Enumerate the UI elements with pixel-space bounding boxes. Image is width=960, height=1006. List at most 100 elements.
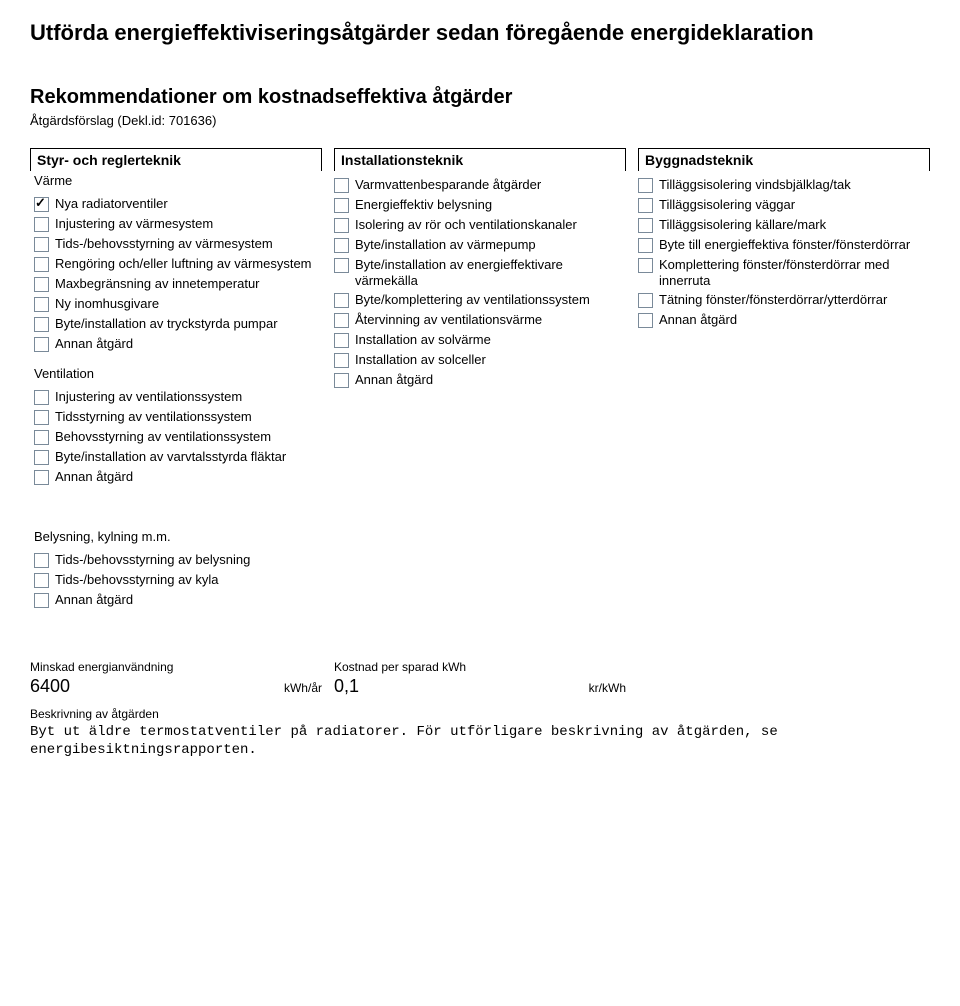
varme-item: Byte/installation av tryckstyrda pumpar — [34, 314, 322, 334]
checkbox[interactable] — [334, 198, 349, 213]
checkbox[interactable] — [34, 553, 49, 568]
col-installation: Installationsteknik Varmvattenbesparande… — [334, 148, 626, 390]
checkbox[interactable] — [34, 217, 49, 232]
empty-box — [638, 660, 930, 697]
checkbox[interactable] — [34, 450, 49, 465]
checkbox[interactable] — [34, 277, 49, 292]
checkbox[interactable] — [638, 293, 653, 308]
checkbox[interactable] — [334, 258, 349, 273]
vent-item-label: Injustering av ventilationssystem — [55, 389, 242, 405]
vent-item: Byte/installation av varvtalsstyrda fläk… — [34, 447, 322, 467]
checkbox[interactable] — [34, 410, 49, 425]
group-varme: Värme Nya radiatorventilerInjustering av… — [34, 171, 322, 354]
col-styr: Styr- och reglerteknik Värme Nya radiato… — [30, 148, 322, 620]
install-item: Byte/installation av värmepump — [334, 235, 626, 255]
page-title: Utförda energieffektiviseringsåtgärder s… — [30, 20, 930, 46]
bygg-item-label: Komplettering fönster/fönsterdörrar med … — [659, 257, 930, 288]
bygg-item-label: Tilläggsisolering väggar — [659, 197, 795, 213]
checkbox[interactable] — [34, 573, 49, 588]
install-item: Isolering av rör och ventilationskanaler — [334, 215, 626, 235]
checkbox[interactable] — [638, 313, 653, 328]
minskad-value: 6400 — [30, 676, 70, 697]
checkbox[interactable] — [34, 470, 49, 485]
bottom-row: Minskad energianvändning 6400 kWh/år Kos… — [30, 660, 930, 697]
varme-item-label: Ny inomhusgivare — [55, 296, 159, 312]
checkbox[interactable] — [34, 297, 49, 312]
vent-label: Ventilation — [34, 364, 322, 383]
bely-item: Annan åtgärd — [34, 590, 322, 610]
kostnad-box: Kostnad per sparad kWh 0,1 kr/kWh — [334, 660, 626, 697]
checkbox[interactable] — [334, 373, 349, 388]
group-ventilation: Ventilation Injustering av ventilationss… — [34, 364, 322, 487]
beskriv-label: Beskrivning av åtgärden — [30, 707, 930, 721]
checkbox[interactable] — [638, 198, 653, 213]
checkbox[interactable] — [334, 313, 349, 328]
install-item-label: Byte/installation av värmepump — [355, 237, 536, 253]
declaration-id: Åtgärdsförslag (Dekl.id: 701636) — [30, 113, 930, 128]
checkbox[interactable] — [34, 237, 49, 252]
page: Utförda energieffektiviseringsåtgärder s… — [0, 0, 960, 779]
group-belysning: Belysning, kylning m.m. Tids-/behovsstyr… — [34, 527, 322, 610]
checkbox[interactable] — [334, 333, 349, 348]
kostnad-unit: kr/kWh — [589, 681, 626, 695]
checkbox[interactable] — [638, 238, 653, 253]
install-item-label: Installation av solceller — [355, 352, 486, 368]
install-item: Byte/komplettering av ventilationssystem — [334, 290, 626, 310]
varme-item: Annan åtgärd — [34, 334, 322, 354]
vent-item-label: Tidsstyrning av ventilationssystem — [55, 409, 252, 425]
install-item: Annan åtgärd — [334, 370, 626, 390]
install-item-label: Energieffektiv belysning — [355, 197, 492, 213]
checkbox[interactable] — [638, 258, 653, 273]
install-item: Installation av solvärme — [334, 330, 626, 350]
varme-item-label: Tids-/behovsstyrning av värmesystem — [55, 236, 273, 252]
checkbox[interactable] — [34, 257, 49, 272]
minskad-label: Minskad energianvändning — [30, 660, 322, 674]
bely-item-label: Tids-/behovsstyrning av belysning — [55, 552, 250, 568]
bygg-item-label: Tätning fönster/fönsterdörrar/ytterdörra… — [659, 292, 887, 308]
checkbox[interactable] — [34, 317, 49, 332]
varme-label: Värme — [34, 171, 322, 190]
vent-item-label: Behovsstyrning av ventilationssystem — [55, 429, 271, 445]
bygg-item: Komplettering fönster/fönsterdörrar med … — [638, 255, 930, 290]
checkbox[interactable] — [334, 178, 349, 193]
col-byggnad: Byggnadsteknik Tilläggsisolering vindsbj… — [638, 148, 930, 330]
bygg-item: Annan åtgärd — [638, 310, 930, 330]
checkbox[interactable] — [34, 390, 49, 405]
col1-heading: Styr- och reglerteknik — [30, 148, 322, 171]
bygg-item: Tilläggsisolering källare/mark — [638, 215, 930, 235]
checkbox[interactable] — [34, 593, 49, 608]
bygg-item-label: Tilläggsisolering källare/mark — [659, 217, 826, 233]
kostnad-value: 0,1 — [334, 676, 359, 697]
bely-item: Tids-/behovsstyrning av belysning — [34, 550, 322, 570]
checkbox[interactable] — [638, 218, 653, 233]
minskad-box: Minskad energianvändning 6400 kWh/år — [30, 660, 322, 697]
install-item-label: Återvinning av ventilationsvärme — [355, 312, 542, 328]
checkbox[interactable] — [334, 353, 349, 368]
checkbox[interactable] — [34, 197, 49, 212]
checkbox[interactable] — [334, 293, 349, 308]
bygg-item-label: Byte till energieffektiva fönster/fönste… — [659, 237, 910, 253]
columns: Styr- och reglerteknik Värme Nya radiato… — [30, 148, 930, 620]
install-item-label: Byte/komplettering av ventilationssystem — [355, 292, 590, 308]
varme-item: Tids-/behovsstyrning av värmesystem — [34, 234, 322, 254]
install-item: Byte/installation av energieffektivare v… — [334, 255, 626, 290]
install-item-label: Byte/installation av energieffektivare v… — [355, 257, 626, 288]
vent-item-label: Byte/installation av varvtalsstyrda fläk… — [55, 449, 286, 465]
beskriv-text: Byt ut äldre termostatventiler på radiat… — [30, 723, 930, 759]
install-item: Återvinning av ventilationsvärme — [334, 310, 626, 330]
vent-item: Tidsstyrning av ventilationssystem — [34, 407, 322, 427]
checkbox[interactable] — [638, 178, 653, 193]
checkbox[interactable] — [34, 337, 49, 352]
varme-item-label: Byte/installation av tryckstyrda pumpar — [55, 316, 278, 332]
varme-item: Ny inomhusgivare — [34, 294, 322, 314]
varme-item: Maxbegränsning av innetemperatur — [34, 274, 322, 294]
checkbox[interactable] — [334, 238, 349, 253]
bygg-item: Tilläggsisolering vindsbjälklag/tak — [638, 175, 930, 195]
checkbox[interactable] — [34, 430, 49, 445]
bygg-item: Tilläggsisolering väggar — [638, 195, 930, 215]
bygg-item-label: Annan åtgärd — [659, 312, 737, 328]
checkbox[interactable] — [334, 218, 349, 233]
kostnad-label: Kostnad per sparad kWh — [334, 660, 626, 674]
bygg-item: Byte till energieffektiva fönster/fönste… — [638, 235, 930, 255]
col2-heading: Installationsteknik — [334, 148, 626, 171]
